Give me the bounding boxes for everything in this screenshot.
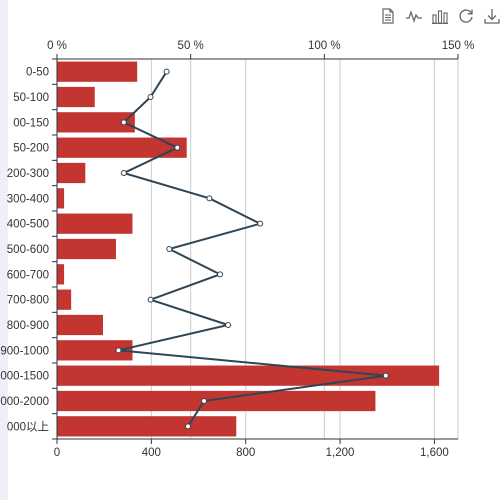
- category-label: 400-500: [7, 219, 49, 231]
- category-label: 500-600: [7, 244, 49, 256]
- bar-700-800: [57, 289, 72, 310]
- data-view-icon: [382, 8, 394, 24]
- category-label: 00-150: [13, 117, 49, 129]
- refresh-icon: [459, 9, 473, 23]
- bar-2000以上: [57, 416, 237, 437]
- line-point-1000-1500: [382, 372, 389, 379]
- line-point-700-800: [147, 296, 154, 303]
- bar-600-700: [57, 264, 65, 285]
- category-label: 50-100: [13, 92, 49, 104]
- category-label: 50-200: [13, 143, 49, 155]
- bar-300-400: [57, 188, 65, 209]
- bar-400-500: [57, 213, 133, 234]
- category-label: 000-2000: [0, 396, 49, 408]
- line-point-1500-2000: [201, 398, 208, 404]
- bottom-axis-tick-label: 0: [54, 447, 60, 459]
- bottom-axis-tick-label: 1,600: [420, 447, 449, 459]
- line-point-0-50: [163, 68, 170, 75]
- bar-50-100: [57, 86, 95, 108]
- data-view-button[interactable]: [378, 6, 398, 26]
- line-point-150-200: [174, 144, 181, 151]
- category-label: 000-1500: [0, 371, 49, 383]
- bar-150-200: [57, 137, 187, 158]
- line-point-100-150: [120, 119, 127, 126]
- category-label: 900-1000: [0, 345, 49, 357]
- chart-toolbox: [378, 6, 500, 26]
- restore-button[interactable]: [456, 6, 476, 26]
- category-label: 300-400: [7, 193, 49, 205]
- bottom-axis-tick-label: 400: [142, 447, 161, 459]
- category-label: 700-800: [7, 295, 49, 307]
- line-point-400-500: [257, 220, 264, 227]
- line-chart-icon: [406, 9, 422, 24]
- line-point-2000以上: [184, 423, 191, 430]
- line-point-800-900: [225, 322, 232, 328]
- category-label: 000以上: [7, 420, 49, 433]
- download-icon: [484, 9, 500, 24]
- top-axis-tick-label: 50 %: [178, 40, 204, 52]
- bar-800-900: [57, 314, 103, 336]
- top-axis-tick-label: 0 %: [47, 40, 67, 52]
- left-edge-strip: [0, 0, 8, 500]
- bar-200-300: [57, 162, 86, 184]
- category-label: 200-300: [7, 168, 49, 180]
- bar-chart-icon: [432, 10, 448, 24]
- bar-1500-2000: [57, 390, 376, 412]
- switch-line-button[interactable]: [404, 6, 424, 26]
- top-axis-tick-label: 150 %: [442, 40, 475, 52]
- top-axis-tick-label: 100 %: [308, 40, 341, 52]
- category-label: 600-700: [7, 269, 49, 281]
- bottom-axis-tick-label: 1,200: [326, 447, 355, 459]
- category-label: 0-50: [26, 67, 49, 79]
- bar-500-600: [57, 238, 116, 260]
- line-point-500-600: [166, 246, 173, 252]
- line-point-300-400: [206, 195, 213, 202]
- save-image-button[interactable]: [482, 6, 500, 26]
- bar-900-1000: [57, 340, 133, 361]
- bar-100-150: [57, 112, 135, 133]
- category-label: 800-900: [7, 320, 49, 332]
- line-point-600-700: [217, 271, 224, 278]
- bar-0-50: [57, 61, 138, 82]
- switch-bar-button[interactable]: [430, 6, 450, 26]
- bottom-axis-tick-label: 800: [236, 447, 255, 459]
- line-point-200-300: [120, 170, 127, 176]
- line-point-900-1000: [115, 347, 122, 354]
- line-point-50-100: [147, 94, 154, 100]
